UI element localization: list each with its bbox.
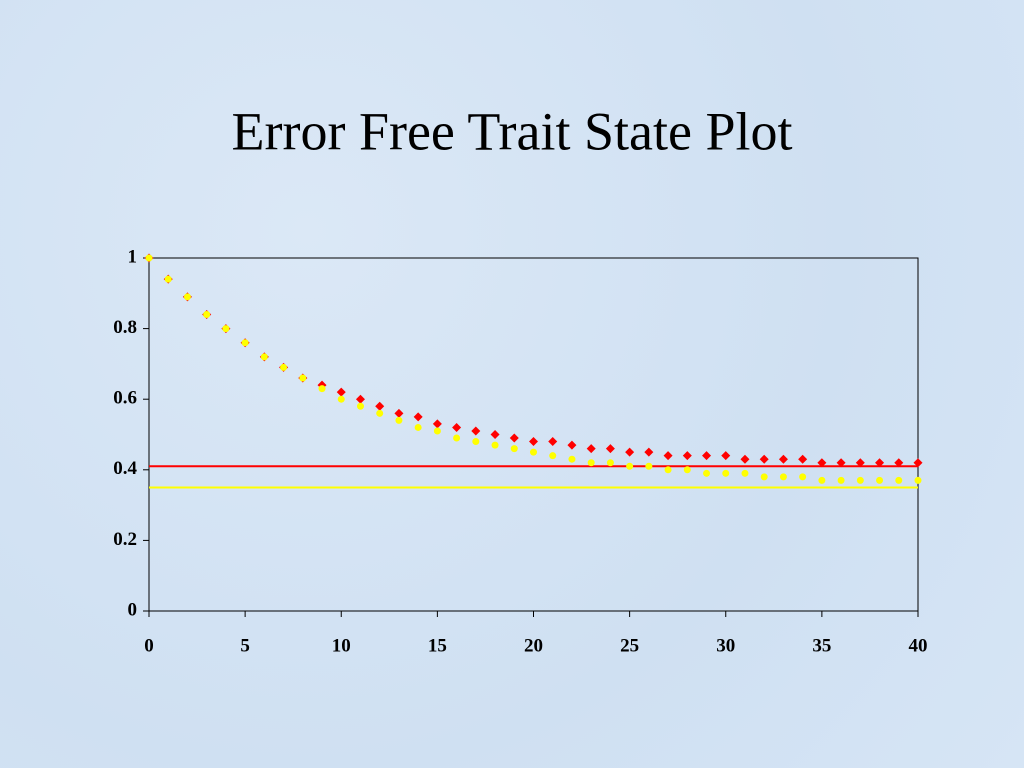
point xyxy=(394,408,404,418)
point xyxy=(703,469,711,477)
point xyxy=(722,469,730,477)
point xyxy=(433,427,441,435)
x-tick-label: 5 xyxy=(240,635,250,656)
point xyxy=(318,385,326,393)
point xyxy=(836,458,846,468)
point xyxy=(509,433,519,443)
point xyxy=(914,476,922,484)
point xyxy=(356,402,364,410)
point xyxy=(683,466,691,474)
x-tick-label: 35 xyxy=(812,635,831,656)
x-tick-label: 15 xyxy=(428,635,447,656)
point xyxy=(491,441,499,449)
point xyxy=(682,451,692,461)
y-tick-label: 0.4 xyxy=(113,458,137,479)
point xyxy=(664,466,672,474)
point xyxy=(280,363,288,371)
point xyxy=(663,451,673,461)
point xyxy=(395,416,403,424)
point xyxy=(548,437,558,447)
point xyxy=(145,254,153,262)
point xyxy=(337,395,345,403)
point xyxy=(895,476,903,484)
point xyxy=(336,387,346,397)
point xyxy=(587,459,595,467)
point xyxy=(741,469,749,477)
point xyxy=(721,451,731,461)
point xyxy=(760,473,768,481)
point xyxy=(779,473,787,481)
point xyxy=(855,458,865,468)
point xyxy=(606,459,614,467)
y-tick-label: 0 xyxy=(128,599,138,620)
plot-frame xyxy=(148,257,919,612)
point xyxy=(567,440,577,450)
point xyxy=(645,462,653,470)
y-tick-label: 1 xyxy=(128,246,138,267)
point xyxy=(876,476,884,484)
point xyxy=(568,455,576,463)
chart-title: Error Free Trait State Plot xyxy=(232,101,793,161)
point xyxy=(376,409,384,417)
point xyxy=(894,458,904,468)
point xyxy=(375,401,385,411)
point xyxy=(529,437,538,447)
point xyxy=(471,426,481,436)
point xyxy=(222,325,230,333)
point xyxy=(875,458,885,468)
x-tick-label: 10 xyxy=(332,635,351,656)
point xyxy=(355,394,365,404)
point xyxy=(644,447,654,457)
point xyxy=(799,473,807,481)
y-tick-label: 0.6 xyxy=(113,388,137,409)
point xyxy=(413,412,423,422)
point xyxy=(472,438,480,446)
point xyxy=(510,445,518,453)
x-tick-label: 30 xyxy=(716,635,735,656)
point xyxy=(241,339,249,347)
point xyxy=(203,310,211,318)
x-tick-label: 40 xyxy=(909,635,928,656)
point xyxy=(453,434,461,442)
point xyxy=(414,423,422,431)
point xyxy=(798,454,808,464)
point xyxy=(452,422,462,432)
point xyxy=(818,476,826,484)
point xyxy=(625,447,635,457)
point xyxy=(817,458,827,468)
point xyxy=(183,293,191,301)
y-tick-label: 0.2 xyxy=(113,529,137,550)
point xyxy=(856,476,864,484)
point xyxy=(626,462,634,470)
point xyxy=(759,454,769,464)
point xyxy=(299,374,307,382)
point xyxy=(432,419,442,429)
point xyxy=(740,454,750,464)
point xyxy=(490,430,500,439)
y-tick-label: 0.8 xyxy=(113,317,137,338)
x-tick-label: 20 xyxy=(524,635,543,656)
x-tick-label: 25 xyxy=(620,635,639,656)
point xyxy=(549,452,557,460)
point xyxy=(778,454,788,464)
x-tick-label: 0 xyxy=(144,635,154,656)
point xyxy=(702,451,712,461)
point xyxy=(586,444,596,454)
point xyxy=(913,458,923,468)
point xyxy=(260,353,268,361)
point xyxy=(837,476,845,484)
point xyxy=(605,444,615,454)
point xyxy=(530,448,537,456)
point xyxy=(164,275,172,283)
